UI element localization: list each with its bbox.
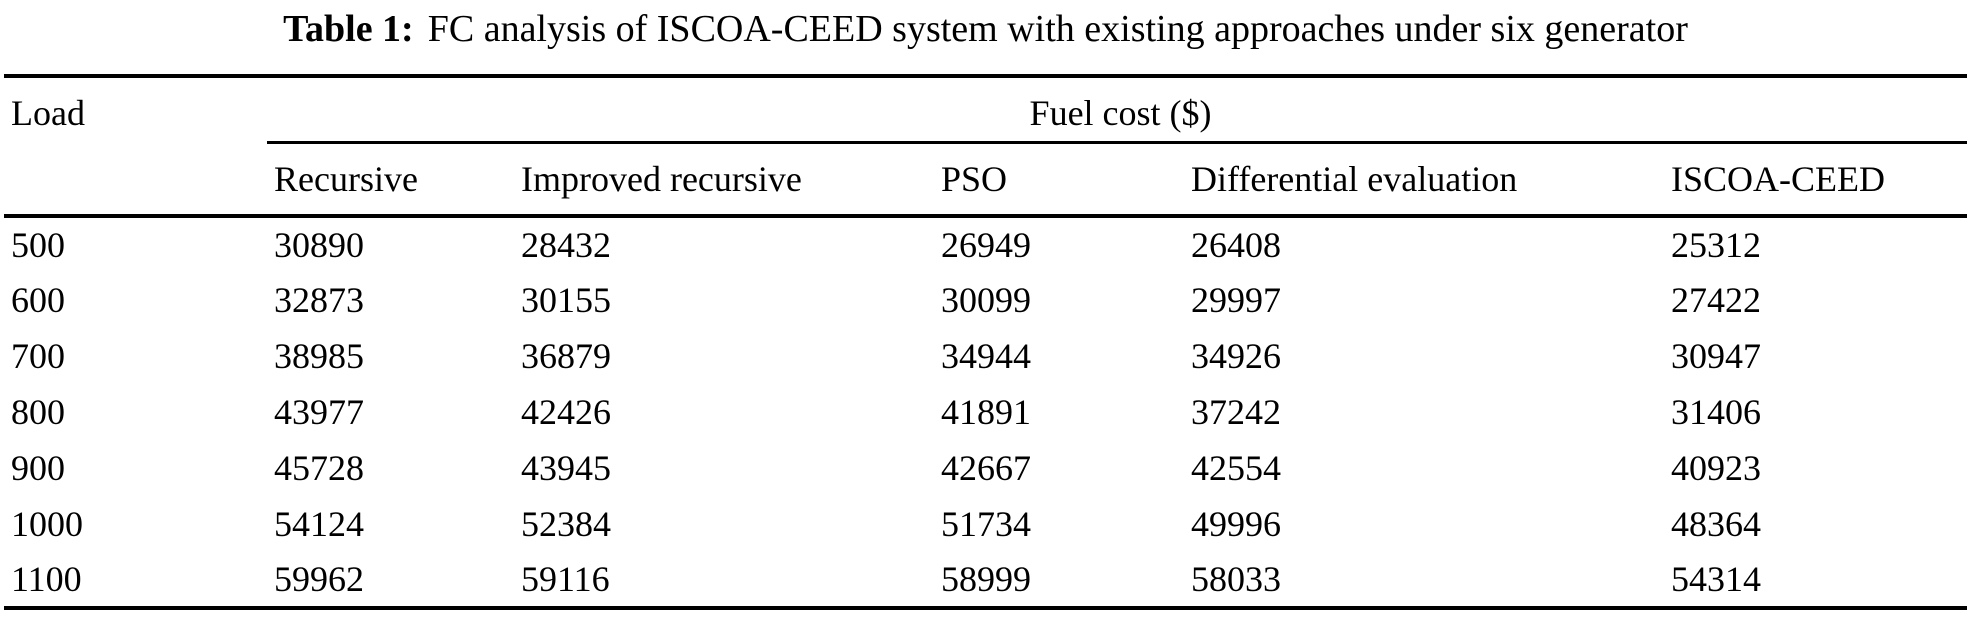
- header-fuel-cost-group: Fuel cost ($): [267, 76, 1968, 144]
- value-cell: 59962: [274, 559, 364, 599]
- value-cell: 28432: [521, 225, 611, 265]
- table-row: 1000 54124 52384 51734 49996 48364: [4, 496, 1967, 552]
- value-cell: 45728: [274, 448, 364, 488]
- load-cell: 1100: [11, 559, 82, 599]
- table-row: 800 43977 42426 41891 37242 31406: [4, 384, 1967, 440]
- method-header-row: Recursive Improved recursive PSO Differe…: [4, 142, 1968, 218]
- load-cell: 900: [11, 448, 65, 488]
- load-cell: 700: [11, 336, 65, 376]
- load-cell: 500: [11, 225, 65, 265]
- header-recursive: Recursive: [267, 142, 514, 218]
- value-cell: 27422: [1671, 280, 1761, 320]
- header-load: Load: [4, 76, 267, 218]
- value-cell: 26949: [941, 225, 1031, 265]
- value-cell: 36879: [521, 336, 611, 376]
- value-cell: 51734: [941, 504, 1031, 544]
- value-cell: 43977: [274, 392, 364, 432]
- table-row: 1100 59962 59116 58999 58033 54314: [4, 552, 1967, 608]
- load-cell: 1000: [11, 504, 83, 544]
- value-cell: 54314: [1671, 559, 1761, 599]
- value-cell: 30099: [941, 280, 1031, 320]
- table-caption: Table 1: FC analysis of ISCOA-CEED system…: [0, 0, 1971, 74]
- value-cell: 59116: [521, 559, 610, 599]
- value-cell: 25312: [1671, 225, 1761, 265]
- value-cell: 48364: [1671, 504, 1761, 544]
- header-pso: PSO: [934, 142, 1184, 218]
- header-differential-evaluation: Differential evaluation: [1184, 142, 1664, 218]
- table-row: 700 38985 36879 34944 34926 30947: [4, 328, 1967, 384]
- value-cell: 29997: [1191, 280, 1281, 320]
- value-cell: 52384: [521, 504, 611, 544]
- value-cell: 31406: [1671, 392, 1761, 432]
- value-cell: 30890: [274, 225, 364, 265]
- value-cell: 26408: [1191, 225, 1281, 265]
- value-cell: 37242: [1191, 392, 1281, 432]
- value-cell: 40923: [1671, 448, 1761, 488]
- table-caption-label: Table 1:: [283, 8, 414, 50]
- value-cell: 34944: [941, 336, 1031, 376]
- value-cell: 32873: [274, 280, 364, 320]
- table-caption-text: FC analysis of ISCOA-CEED system with ex…: [427, 8, 1688, 50]
- value-cell: 54124: [274, 504, 364, 544]
- value-cell: 43945: [521, 448, 611, 488]
- group-header-row: Load Fuel cost ($): [4, 76, 1968, 218]
- table-row: 900 45728 43945 42667 42554 40923: [4, 440, 1967, 496]
- fuel-cost-table: Load Fuel cost ($) Recursive Improved re…: [4, 74, 1968, 610]
- load-cell: 800: [11, 392, 65, 432]
- value-cell: 42426: [521, 392, 611, 432]
- value-cell: 42667: [941, 448, 1031, 488]
- value-cell: 49996: [1191, 504, 1281, 544]
- table-row: 600 32873 30155 30099 29997 27422: [4, 272, 1967, 328]
- value-cell: 38985: [274, 336, 364, 376]
- value-cell: 58999: [941, 559, 1031, 599]
- value-cell: 41891: [941, 392, 1031, 432]
- value-cell: 30155: [521, 280, 611, 320]
- value-cell: 58033: [1191, 559, 1281, 599]
- table-row: 500 30890 28432 26949 26408 25312: [4, 216, 1967, 272]
- header-iscoa-ceed: ISCOA-CEED: [1664, 142, 1968, 218]
- value-cell: 30947: [1671, 336, 1761, 376]
- value-cell: 34926: [1191, 336, 1281, 376]
- load-cell: 600: [11, 280, 65, 320]
- value-cell: 42554: [1191, 448, 1281, 488]
- header-improved-recursive: Improved recursive: [514, 142, 934, 218]
